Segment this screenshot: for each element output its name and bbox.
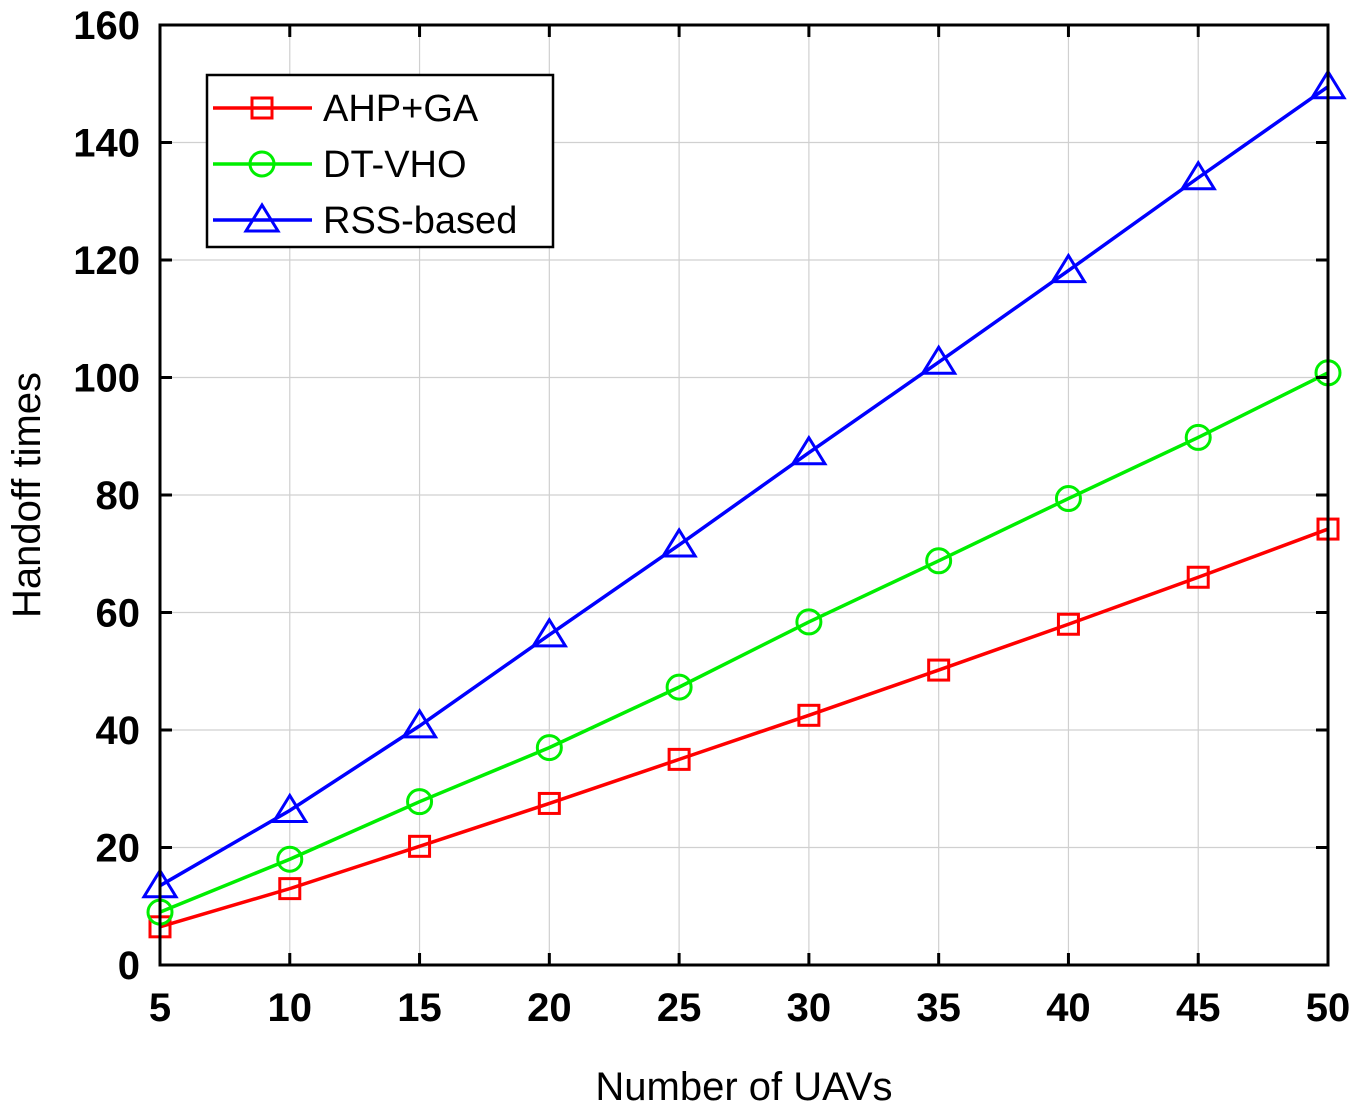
- legend-marker: [248, 150, 276, 178]
- x-tick-label: 5: [149, 986, 171, 1030]
- data-point-triangle: [530, 616, 569, 648]
- y-tick-label: 160: [73, 4, 140, 48]
- legend-square-marker: [250, 96, 274, 120]
- series-layer: [141, 68, 1347, 939]
- series-line: [159, 85, 1330, 888]
- data-point-square: [1056, 612, 1080, 636]
- data-point-square: [797, 703, 821, 727]
- data-point-square: [667, 747, 691, 771]
- data-point-circle: [535, 734, 563, 762]
- y-tick-label: 60: [96, 592, 141, 636]
- data-point-triangle: [660, 527, 698, 558]
- legend-entry-ahp-ga: AHP+GA: [213, 88, 479, 130]
- legend: AHP+GA DT-VHO RSS-based: [205, 73, 555, 249]
- y-tick-label: 140: [73, 122, 140, 166]
- y-tick-label: 100: [73, 357, 140, 401]
- legend-entry-rss-based: RSS-based: [213, 200, 517, 242]
- grid-lines: [160, 25, 1328, 965]
- series-rss-based: [141, 68, 1347, 899]
- data-point-circle: [795, 608, 823, 636]
- data-point-circle: [665, 673, 693, 701]
- data-point-square: [1186, 565, 1210, 589]
- series-line: [159, 371, 1329, 914]
- axis-ticks: 5 10 15 20 25 30 35 40 45 50 0 20 40 60 80 100 120 140 160: [73, 4, 1350, 1030]
- data-point-triangle: [400, 708, 439, 739]
- x-tick-label: 15: [397, 986, 442, 1030]
- data-point-triangle: [1049, 252, 1088, 284]
- legend-label: DT-VHO: [323, 144, 467, 186]
- data-point-square: [537, 791, 561, 815]
- data-point-circle: [276, 845, 304, 873]
- data-point-triangle: [790, 434, 828, 466]
- y-tick-label: 120: [73, 239, 140, 283]
- data-point-circle: [406, 788, 434, 816]
- x-tick-label: 35: [916, 986, 961, 1030]
- series-ahp-ga: [148, 517, 1340, 939]
- x-tick-label: 40: [1046, 986, 1091, 1030]
- y-tick-label: 20: [96, 827, 141, 871]
- y-tick-label: 80: [96, 474, 141, 518]
- x-tick-label: 50: [1306, 986, 1351, 1030]
- y-axis-label: Handoff times: [5, 372, 49, 618]
- x-tick-label: 45: [1176, 986, 1221, 1030]
- legend-label: RSS-based: [323, 200, 517, 242]
- y-tick-label: 0: [118, 944, 140, 988]
- data-point-square: [408, 834, 432, 858]
- data-point-circle: [925, 547, 953, 575]
- legend-marker: [250, 96, 274, 120]
- data-point-square: [278, 877, 302, 901]
- data-point-square: [927, 658, 951, 682]
- x-axis-label: Number of UAVs: [595, 1065, 892, 1109]
- legend-label: AHP+GA: [323, 88, 479, 130]
- legend-marker: [243, 202, 281, 233]
- y-tick-label: 40: [96, 709, 141, 753]
- x-tick-label: 10: [268, 986, 313, 1030]
- data-point-triangle: [919, 344, 958, 375]
- series-line: [159, 527, 1329, 929]
- x-tick-label: 20: [527, 986, 572, 1030]
- x-tick-label: 30: [787, 986, 832, 1030]
- data-point-triangle: [271, 792, 309, 823]
- legend-triangle-marker: [243, 202, 281, 233]
- legend-circle-marker: [248, 150, 276, 178]
- data-point-circle: [1054, 485, 1082, 513]
- legend-entry-dt-vho: DT-VHO: [213, 144, 467, 186]
- data-point-circle: [1184, 423, 1212, 451]
- series-dt-vho: [146, 359, 1342, 926]
- data-point-triangle: [1179, 159, 1217, 191]
- x-tick-label: 25: [657, 986, 702, 1030]
